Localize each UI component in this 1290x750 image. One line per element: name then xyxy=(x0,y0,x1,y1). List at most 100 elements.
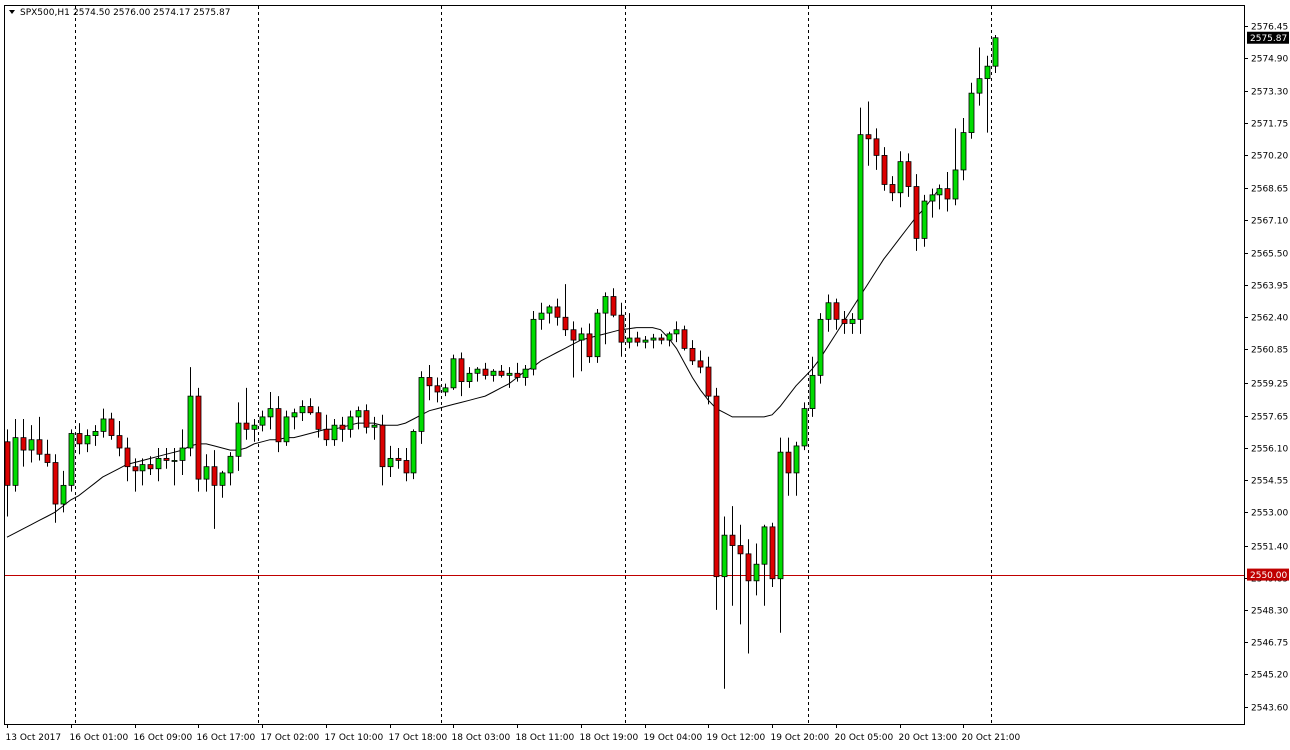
bearish-candle-body xyxy=(689,347,696,362)
candle xyxy=(817,313,824,384)
candle xyxy=(291,408,298,430)
bearish-candle-body xyxy=(116,435,123,449)
price-tick-label: 2557.65 xyxy=(1251,413,1288,423)
bearish-candle-body xyxy=(705,366,712,397)
candle xyxy=(897,151,904,208)
bullish-candle-body xyxy=(602,296,609,314)
bullish-candle-body xyxy=(12,437,19,486)
time-tick-label: 17 Oct 18:00 xyxy=(389,733,448,743)
candle xyxy=(323,414,330,446)
bearish-candle-body xyxy=(76,433,83,445)
bearish-candle-body xyxy=(745,553,752,582)
price-tick-label: 2543.60 xyxy=(1251,704,1288,714)
price-tick-label: 2576.45 xyxy=(1251,23,1288,33)
time-tick-label: 18 Oct 19:00 xyxy=(580,733,639,743)
candle xyxy=(944,172,951,212)
bullish-candle-body xyxy=(466,372,473,383)
bullish-candle-body xyxy=(992,37,999,67)
bearish-candle-body xyxy=(243,422,250,430)
candle xyxy=(658,333,665,345)
bullish-candle-body xyxy=(28,439,35,451)
candle xyxy=(84,429,91,453)
candle xyxy=(211,450,218,529)
time-tick-label: 20 Oct 05:00 xyxy=(835,733,894,743)
bullish-candle-body xyxy=(235,422,242,457)
bullish-candle-body xyxy=(857,134,864,320)
candle xyxy=(68,429,75,492)
candle xyxy=(729,506,736,606)
bearish-candle-body xyxy=(498,370,505,376)
price-tick-label: 2563.95 xyxy=(1251,282,1288,292)
candle xyxy=(307,398,314,415)
bullish-candle-body xyxy=(187,395,194,449)
bullish-candle-body xyxy=(347,416,354,430)
candle xyxy=(785,437,792,496)
dropdown-triangle-icon[interactable] xyxy=(9,10,15,14)
bid-price-tag: 2575.87 xyxy=(1247,31,1289,44)
bearish-candle-body xyxy=(379,424,386,468)
candle xyxy=(132,458,139,492)
time-tick-label: 19 Oct 12:00 xyxy=(707,733,766,743)
candle xyxy=(187,367,194,457)
bearish-candle-body xyxy=(713,395,720,578)
candle xyxy=(833,298,840,330)
candle xyxy=(793,441,800,496)
bullish-candle-body xyxy=(410,431,417,474)
bullish-candle-body xyxy=(538,312,545,320)
candle xyxy=(36,416,43,461)
bearish-candle-body xyxy=(275,408,282,443)
bullish-candle-body xyxy=(530,318,537,370)
candle xyxy=(299,400,306,422)
candle xyxy=(235,402,242,471)
bullish-candle-body xyxy=(474,368,481,374)
level-price-tag-box xyxy=(1247,568,1289,581)
bearish-candle-body xyxy=(426,377,433,387)
ohlc-readout: 2574.50 2576.00 2574.17 2575.87 xyxy=(73,8,230,18)
time-tick-label: 19 Oct 20:00 xyxy=(771,733,830,743)
time-tick-label: 17 Oct 10:00 xyxy=(325,733,384,743)
bearish-candle-body xyxy=(873,138,880,156)
candle xyxy=(586,323,593,363)
candle xyxy=(929,188,936,218)
bullish-candle-body xyxy=(139,464,146,472)
bearish-candle-body xyxy=(554,306,561,318)
candle xyxy=(155,448,162,482)
candle xyxy=(474,367,481,382)
candle xyxy=(4,429,11,517)
bearish-candle-body xyxy=(163,457,170,461)
bullish-candle-body xyxy=(546,306,553,314)
candle xyxy=(769,522,776,588)
level-price-tag-label: 2550.00 xyxy=(1250,571,1287,581)
candle xyxy=(100,408,107,438)
bearish-candle-body xyxy=(315,412,322,430)
bullish-candle-body xyxy=(968,92,975,133)
candle xyxy=(379,414,386,486)
bullish-candle-body xyxy=(825,302,832,320)
candle xyxy=(195,387,202,492)
candle xyxy=(913,174,920,251)
bearish-candle-body xyxy=(785,451,792,474)
candle xyxy=(610,288,617,318)
bearish-candle-body xyxy=(658,337,665,341)
candle xyxy=(44,439,51,467)
moving-average-layer xyxy=(6,188,940,538)
bullish-candle-body xyxy=(84,435,91,445)
bullish-candle-body xyxy=(490,370,497,376)
candle xyxy=(395,448,402,469)
candle xyxy=(777,437,784,633)
candle xyxy=(666,331,673,347)
price-tick-label: 2560.85 xyxy=(1251,346,1288,356)
bearish-candle-body xyxy=(570,329,577,341)
candle xyxy=(721,516,728,689)
candle xyxy=(921,194,928,247)
candle xyxy=(602,292,609,345)
price-tick-label: 2553.00 xyxy=(1251,509,1288,519)
bearish-candle-body xyxy=(737,545,744,555)
bullish-candle-body xyxy=(251,424,258,430)
candle xyxy=(243,387,250,440)
candle xyxy=(522,365,529,386)
candle xyxy=(124,437,131,482)
chart-header: SPX500,H1 2574.50 2576.00 2574.17 2575.8… xyxy=(9,8,230,18)
candle xyxy=(20,418,27,467)
